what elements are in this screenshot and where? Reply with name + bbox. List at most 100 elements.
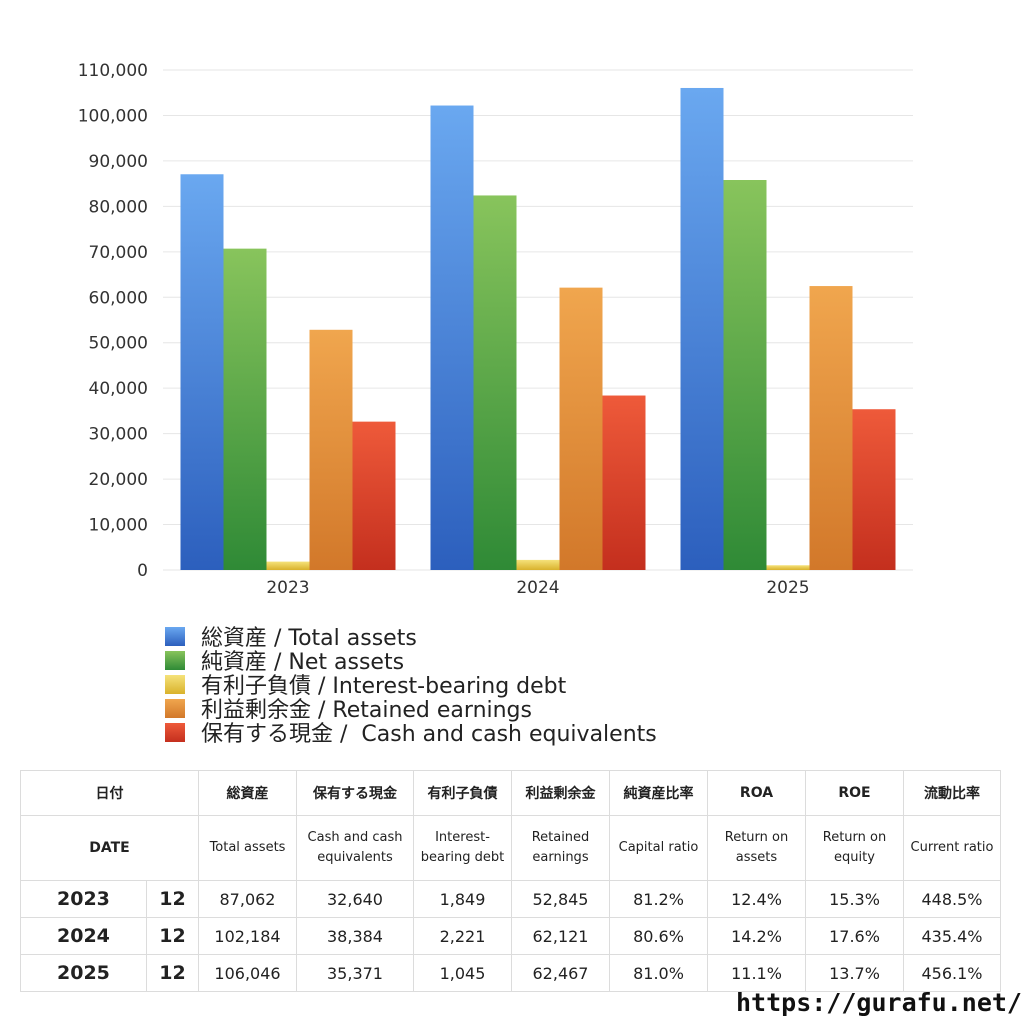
header-cell: Cash and cash equivalents xyxy=(296,815,414,881)
table-cell: 15.3% xyxy=(805,880,904,918)
bar xyxy=(430,105,474,570)
header-cell: 純資産比率 xyxy=(609,770,708,816)
y-tick-label: 100,000 xyxy=(78,106,148,126)
header-cell: Retained earnings xyxy=(511,815,610,881)
bar xyxy=(473,195,517,571)
y-tick-label: 20,000 xyxy=(89,470,148,490)
legend-swatch xyxy=(165,674,185,694)
legend-item-retained-earnings: 利益剰余金 / Retained earnings xyxy=(165,696,657,723)
table-cell: 11.1% xyxy=(707,954,806,992)
table-cell: 13.7% xyxy=(805,954,904,992)
y-tick-label: 10,000 xyxy=(89,516,148,536)
bar xyxy=(809,286,853,570)
table-cell: 14.2% xyxy=(707,917,806,955)
bar xyxy=(680,87,724,571)
legend-label: 利益剰余金 / Retained earnings xyxy=(201,698,532,723)
header-cell: Interest-bearing debt xyxy=(413,815,512,881)
table-cell: 81.2% xyxy=(609,880,708,918)
table-cell: 102,184 xyxy=(198,917,297,955)
table-cell: 38,384 xyxy=(296,917,414,955)
table-row: 2024 12 102,184 38,384 2,221 62,121 80.6… xyxy=(20,917,1001,955)
table-cell: 80.6% xyxy=(609,917,708,955)
month-cell: 12 xyxy=(146,880,199,918)
table-cell: 448.5% xyxy=(903,880,1001,918)
header-cell: DATE xyxy=(20,815,199,881)
table-cell: 1,849 xyxy=(413,880,512,918)
table-header-jp: 日付 総資産 保有する現金 有利子負債 利益剰余金 純資産比率 ROA ROE … xyxy=(20,770,1001,816)
financial-table: 日付 総資産 保有する現金 有利子負債 利益剰余金 純資産比率 ROA ROE … xyxy=(20,770,1001,992)
table-cell: 12.4% xyxy=(707,880,806,918)
bars xyxy=(180,87,896,571)
header-cell: Capital ratio xyxy=(609,815,708,881)
table-cell: 435.4% xyxy=(903,917,1001,955)
y-tick-label: 40,000 xyxy=(89,379,148,399)
legend-swatch xyxy=(165,698,185,718)
table-row: 2025 12 106,046 35,371 1,045 62,467 81.0… xyxy=(20,954,1001,992)
table-cell: 456.1% xyxy=(903,954,1001,992)
grid-lines xyxy=(163,69,913,571)
y-tick-label: 110,000 xyxy=(78,61,148,81)
x-tick-label: 2025 xyxy=(766,578,809,598)
bar xyxy=(266,561,310,570)
table-cell: 52,845 xyxy=(511,880,610,918)
legend: 総資産 / Total assets 純資産 / Net assets 有利子負… xyxy=(165,624,657,747)
bar xyxy=(223,248,267,571)
legend-item-net-assets: 純資産 / Net assets xyxy=(165,648,657,675)
table-cell: 35,371 xyxy=(296,954,414,992)
y-tick-label: 50,000 xyxy=(89,334,148,354)
header-cell: ROE xyxy=(805,770,904,816)
y-tick-label: 0 xyxy=(137,561,148,581)
table-cell: 32,640 xyxy=(296,880,414,918)
y-tick-label: 80,000 xyxy=(89,197,148,217)
x-axis-ticks: 2023 2024 2025 xyxy=(266,578,809,598)
table-cell: 2,221 xyxy=(413,917,512,955)
table-cell: 17.6% xyxy=(805,917,904,955)
table-cell: 87,062 xyxy=(198,880,297,918)
legend-label: 有利子負債 / Interest-bearing debt xyxy=(201,674,567,699)
year-cell: 2023 xyxy=(20,880,147,918)
header-cell: Total assets xyxy=(198,815,297,881)
header-cell: 利益剰余金 xyxy=(511,770,610,816)
legend-item-interest-bearing-debt: 有利子負債 / Interest-bearing debt xyxy=(165,672,657,699)
month-cell: 12 xyxy=(146,954,199,992)
bar xyxy=(516,559,560,570)
table-cell: 1,045 xyxy=(413,954,512,992)
y-tick-label: 60,000 xyxy=(89,288,148,308)
header-cell: 有利子負債 xyxy=(413,770,512,816)
bar xyxy=(852,409,896,570)
y-tick-label: 70,000 xyxy=(89,243,148,263)
bar-chart: 0 10,000 20,000 30,000 40,000 50,000 60,000 70,… xyxy=(78,61,913,598)
x-tick-label: 2023 xyxy=(266,578,309,598)
table-cell: 106,046 xyxy=(198,954,297,992)
legend-label: 総資産 / Total assets xyxy=(201,626,417,651)
y-tick-label: 30,000 xyxy=(89,425,148,445)
year-cell: 2024 xyxy=(20,917,147,955)
bar xyxy=(602,395,646,570)
header-cell: ROA xyxy=(707,770,806,816)
year-cell: 2025 xyxy=(20,954,147,992)
source-url[interactable]: https://gurafu.net/ xyxy=(736,988,1022,1017)
bar xyxy=(309,329,353,570)
table-cell: 62,121 xyxy=(511,917,610,955)
bar xyxy=(766,565,810,570)
bar xyxy=(723,180,767,570)
legend-swatch xyxy=(165,650,185,670)
bar xyxy=(559,287,603,570)
y-axis-ticks: 0 10,000 20,000 30,000 40,000 50,000 60,000 70,… xyxy=(78,61,148,581)
legend-label: 純資産 / Net assets xyxy=(201,650,405,675)
header-cell: 総資産 xyxy=(198,770,297,816)
table-cell: 81.0% xyxy=(609,954,708,992)
month-cell: 12 xyxy=(146,917,199,955)
header-cell: 保有する現金 xyxy=(296,770,414,816)
legend-swatch xyxy=(165,626,185,646)
legend-label: 保有する現金 / Cash and cash equivalents xyxy=(201,722,657,747)
bar xyxy=(180,174,224,570)
table-cell: 62,467 xyxy=(511,954,610,992)
legend-item-total-assets: 総資産 / Total assets xyxy=(165,624,657,651)
header-cell: Current ratio xyxy=(903,815,1001,881)
y-tick-label: 90,000 xyxy=(89,152,148,172)
x-tick-label: 2024 xyxy=(516,578,559,598)
bar xyxy=(352,421,396,570)
header-cell: 日付 xyxy=(20,770,199,816)
header-cell: Return on assets xyxy=(707,815,806,881)
